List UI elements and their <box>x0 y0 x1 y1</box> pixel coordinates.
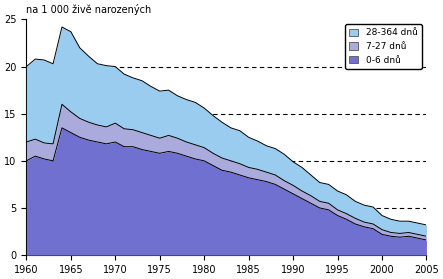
Legend: 28-364 dnů, 7-27 dnů, 0-6 dnů: 28-364 dnů, 7-27 dnů, 0-6 dnů <box>345 24 422 69</box>
Text: na 1 000 živě narozených: na 1 000 živě narozených <box>27 4 152 15</box>
